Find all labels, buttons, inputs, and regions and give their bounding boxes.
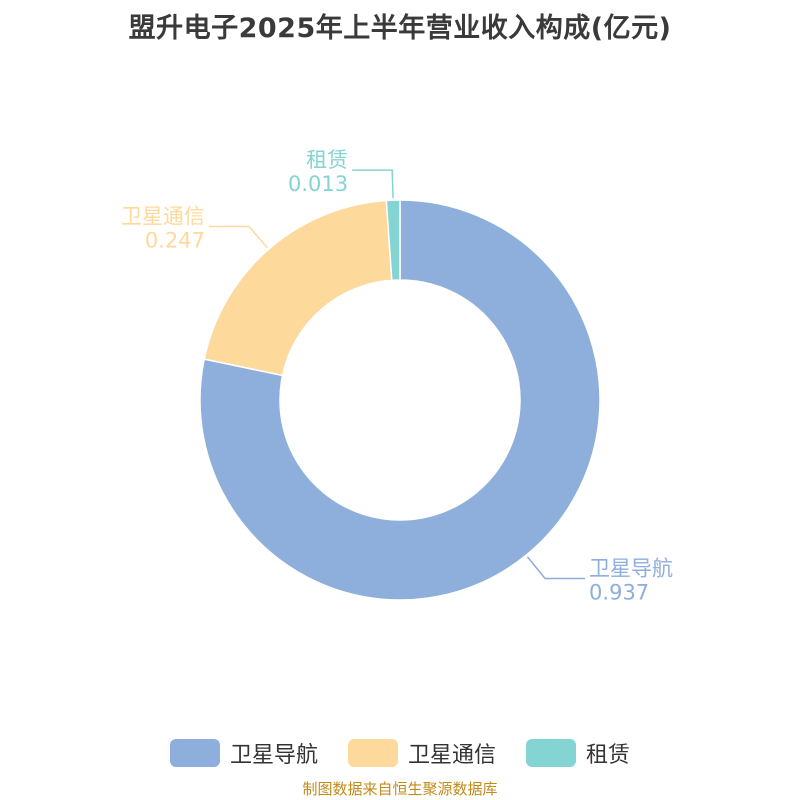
chart-title: 盟升电子2025年上半年营业收入构成(亿元) [128, 13, 672, 44]
slice-leasing[interactable] [385, 199, 401, 282]
legend-item-communication[interactable]: 卫星通信 [347, 737, 496, 769]
legend-label-communication: 卫星通信 [407, 743, 496, 768]
legend-label-leasing: 租赁 [586, 743, 631, 768]
slice-label-navigation: 卫星导航 [589, 556, 673, 580]
slice-value-communication: 0.247 [145, 229, 205, 253]
leader-line-communication [208, 225, 268, 249]
legend-label-navigation: 卫星导航 [229, 743, 318, 768]
legend-item-navigation[interactable]: 卫星导航 [169, 737, 318, 769]
legend: 卫星导航 卫星通信 租赁 [0, 737, 800, 769]
legend-item-leasing[interactable]: 租赁 [526, 737, 630, 769]
slice-value-leasing: 0.013 [288, 172, 348, 196]
data-source-note: 制图数据来自恒生聚源数据库 [302, 780, 498, 798]
legend-swatch-leasing [526, 739, 576, 767]
legend-swatch-communication [347, 739, 398, 767]
slice-communication[interactable] [203, 199, 393, 377]
slice-label-communication: 卫星通信 [121, 205, 205, 229]
leader-line-navigation [526, 556, 586, 580]
leader-line-leasing [352, 169, 394, 199]
legend-swatch-navigation [169, 739, 220, 767]
slice-value-navigation: 0.937 [589, 580, 649, 604]
slice-label-leasing: 租赁 [306, 148, 348, 172]
slice-navigation[interactable] [199, 199, 601, 601]
